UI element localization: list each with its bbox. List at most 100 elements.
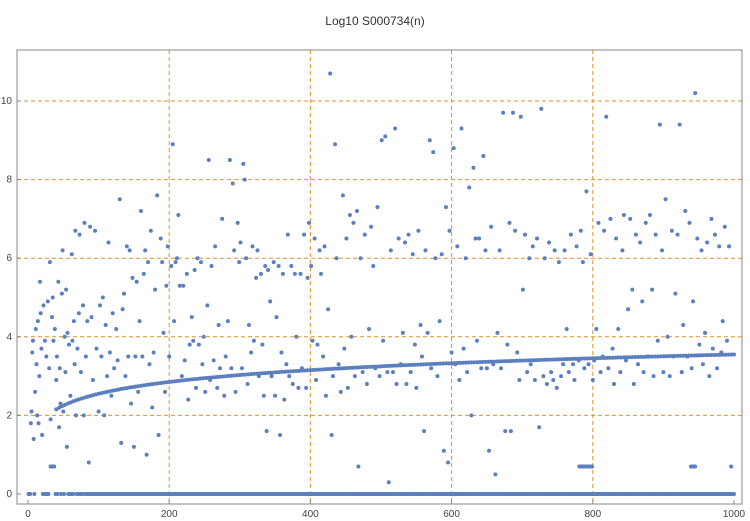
- data-point: [631, 381, 636, 386]
- data-point: [507, 220, 512, 225]
- data-point: [155, 193, 160, 198]
- data-point: [588, 252, 593, 257]
- data-point: [427, 138, 432, 143]
- data-point: [367, 326, 371, 331]
- data-point: [415, 362, 420, 367]
- data-point: [689, 353, 694, 358]
- data-point: [497, 248, 502, 253]
- data-point: [691, 299, 696, 304]
- data-point: [432, 361, 437, 366]
- data-point: [362, 365, 367, 370]
- data-point: [518, 114, 523, 119]
- data-point: [439, 252, 444, 257]
- data-point: [127, 248, 132, 253]
- data-point: [69, 252, 74, 257]
- data-point: [473, 236, 478, 241]
- data-point: [55, 492, 60, 496]
- data-point: [453, 362, 458, 367]
- data-point: [697, 342, 702, 347]
- data-point: [463, 256, 468, 261]
- data-point: [106, 240, 111, 245]
- data-point: [457, 378, 462, 383]
- data-point: [98, 303, 103, 308]
- data-point: [732, 492, 736, 496]
- data-point: [338, 389, 343, 394]
- data-point: [249, 350, 254, 355]
- data-point: [38, 279, 42, 284]
- x-tick-label: 0: [25, 509, 31, 520]
- data-point: [542, 357, 547, 362]
- data-point: [322, 367, 327, 372]
- data-point: [269, 374, 274, 379]
- data-point: [225, 319, 230, 324]
- data-point: [729, 464, 734, 469]
- data-point: [174, 256, 179, 261]
- data-point: [375, 205, 380, 210]
- data-point: [42, 338, 47, 343]
- data-point: [172, 319, 177, 324]
- data-point: [455, 244, 460, 249]
- data-point: [592, 358, 597, 363]
- data-point: [323, 393, 328, 398]
- data-point: [618, 370, 623, 375]
- data-point: [698, 353, 703, 358]
- data-point: [264, 429, 269, 434]
- data-point: [477, 236, 482, 241]
- data-point: [39, 346, 44, 351]
- data-point: [196, 342, 201, 347]
- y-tick-label: 6: [6, 253, 12, 264]
- data-point: [624, 355, 629, 360]
- data-point: [358, 256, 363, 261]
- data-point: [620, 248, 625, 253]
- data-point: [153, 287, 158, 292]
- data-point: [528, 362, 533, 367]
- data-point: [206, 157, 211, 162]
- data-point: [279, 350, 284, 355]
- data-point: [198, 260, 203, 265]
- data-point: [541, 374, 546, 379]
- data-point: [585, 356, 590, 361]
- data-point: [57, 425, 62, 430]
- data-point: [383, 134, 388, 139]
- data-point: [396, 236, 401, 241]
- data-point: [594, 326, 599, 331]
- data-point: [162, 389, 167, 394]
- data-point: [403, 240, 407, 245]
- data-point: [472, 360, 477, 365]
- data-point: [500, 359, 505, 364]
- data-point: [616, 355, 621, 360]
- data-point: [242, 177, 247, 182]
- data-point: [124, 244, 129, 249]
- data-point: [203, 389, 208, 394]
- data-point: [408, 370, 413, 375]
- data-point: [316, 367, 321, 372]
- data-point: [539, 357, 544, 362]
- data-point: [342, 366, 347, 371]
- data-point: [379, 364, 383, 369]
- data-point: [119, 440, 124, 445]
- data-point: [46, 492, 51, 496]
- data-point: [508, 429, 513, 434]
- data-point: [47, 366, 52, 371]
- data-point: [446, 460, 451, 465]
- data-point: [60, 248, 65, 253]
- data-point: [435, 374, 440, 379]
- data-point: [312, 236, 317, 241]
- data-point: [78, 370, 83, 375]
- data-point: [182, 358, 187, 363]
- data-point: [562, 248, 567, 253]
- data-point: [665, 334, 670, 339]
- data-point: [50, 315, 54, 320]
- data-point: [429, 366, 434, 371]
- data-point: [459, 126, 464, 131]
- data-point: [663, 197, 668, 202]
- data-point: [677, 122, 682, 127]
- data-point: [551, 378, 556, 383]
- data-point: [513, 228, 518, 233]
- data-point: [692, 353, 697, 358]
- data-point: [158, 236, 163, 241]
- data-point: [330, 366, 335, 371]
- data-point: [233, 389, 238, 394]
- data-point: [559, 374, 564, 379]
- data-point: [59, 291, 64, 296]
